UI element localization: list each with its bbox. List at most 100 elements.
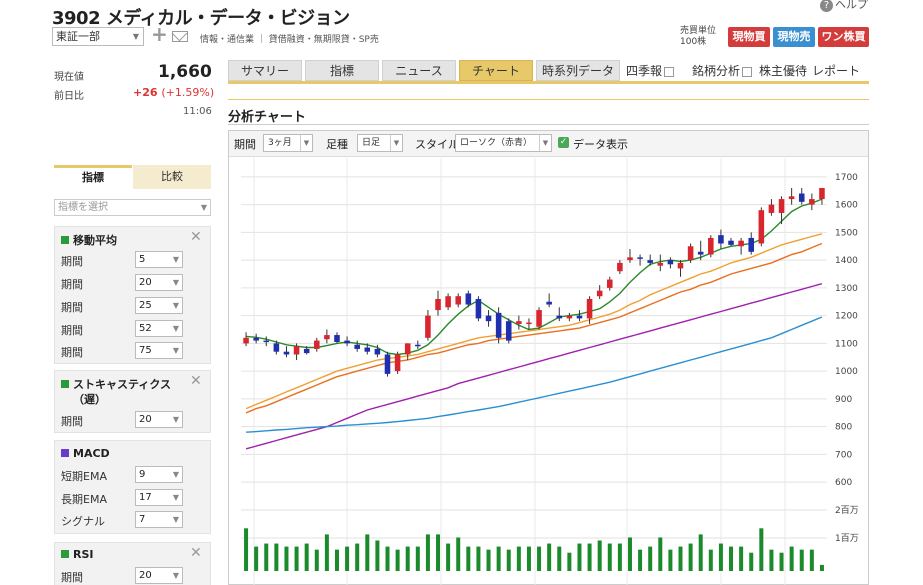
volume-grid [241, 509, 827, 539]
price-tick-label: 1000 [835, 367, 858, 377]
ma-line-20 [245, 233, 823, 410]
data-display-checkbox[interactable]: ✓ [558, 137, 569, 148]
green-square-icon [61, 550, 69, 558]
volume-bar [254, 546, 259, 571]
period-select[interactable]: 3ヶ月 ▼ [263, 134, 313, 152]
candle-body [273, 343, 280, 352]
current-price: 1,660 [158, 62, 212, 82]
candle-body [526, 322, 532, 325]
stochastics-title-text: ストキャスティクス [73, 378, 172, 391]
macd-signal-value: 7 [139, 514, 146, 525]
ma-period-select[interactable]: 52 ▼ [135, 320, 183, 337]
volume-bar [779, 552, 784, 571]
volume-bar [456, 537, 461, 571]
tab-indicators[interactable]: 指標 [305, 60, 379, 81]
help-link[interactable]: ? ヘルプ [820, 0, 868, 12]
tab-summary[interactable]: サマリー [228, 60, 302, 81]
stoch-period-select[interactable]: 20 ▼ [135, 411, 183, 428]
volume-bar [638, 549, 643, 571]
volume-bar [294, 546, 299, 571]
quote-time: 11:06 [183, 106, 212, 117]
close-icon[interactable]: ✕ [190, 545, 202, 561]
volume-bar [274, 543, 279, 571]
tab-link-analysis[interactable]: 銘柄分析 [692, 62, 753, 79]
buy-button[interactable]: 現物買 [728, 27, 770, 47]
ma-period-select[interactable]: 75 ▼ [135, 342, 183, 359]
price-tick-label: 1200 [835, 312, 858, 322]
volume-bar [244, 528, 249, 571]
tab-timeseries[interactable]: 時系列データ [536, 60, 620, 81]
volume-bar [809, 549, 814, 571]
tab-link-shikiho[interactable]: 四季報 [626, 62, 675, 79]
add-portfolio-icon[interactable]: + [151, 22, 168, 46]
tab-link-report[interactable]: レポート [812, 64, 861, 78]
volume-bar [668, 549, 673, 571]
ma-row-label: 期間 [61, 346, 83, 359]
volume-bar [264, 543, 269, 571]
one-share-buy-button[interactable]: ワン株買 [818, 27, 869, 47]
volume-bar [537, 546, 542, 571]
tab-link-yutai[interactable]: 株主優待 [759, 64, 808, 78]
mail-icon[interactable] [172, 31, 188, 42]
volume-bar [567, 552, 572, 571]
macd-long-select[interactable]: 17 ▼ [135, 489, 183, 506]
volume-bar [547, 543, 552, 571]
candle-body [516, 321, 522, 324]
indicator-placeholder: 指標を選択 [58, 202, 108, 213]
ma-period-value: 5 [139, 254, 146, 265]
volume-bar [506, 549, 511, 571]
purple-square-icon [61, 449, 69, 457]
chevron-down-icon: ▼ [172, 255, 179, 264]
candle-body [566, 315, 573, 319]
sell-button[interactable]: 現物売 [773, 27, 815, 47]
ma-row-label: 期間 [61, 301, 83, 314]
volume-bar [799, 549, 804, 571]
close-icon[interactable]: ✕ [190, 229, 202, 245]
tab-left-indicators[interactable]: 指標 [54, 165, 132, 189]
macd-box [54, 440, 211, 534]
help-label: ヘルプ [835, 0, 868, 11]
tab-news[interactable]: ニュース [382, 60, 456, 81]
volume-bar [486, 549, 491, 571]
volume-bar [355, 543, 360, 571]
price-tick-label: 1300 [835, 284, 858, 294]
candle-body [647, 260, 653, 263]
volume-bar [597, 540, 602, 571]
style-select[interactable]: ローソク（赤青） ▼ [455, 134, 552, 152]
chevron-down-icon: ▼ [539, 135, 551, 151]
ma-period-select[interactable]: 25 ▼ [135, 297, 183, 314]
market-value: 東証一部 [56, 30, 100, 43]
volume-bar [658, 537, 663, 571]
candle-body [788, 196, 795, 200]
tab-chart[interactable]: チャート [459, 60, 533, 81]
volume-tick-label: 1百万 [835, 533, 859, 544]
candle-body [667, 260, 674, 265]
tab-left-compare[interactable]: 比較 [133, 165, 211, 189]
volume-bar [688, 543, 693, 571]
candle-body [718, 235, 724, 244]
close-icon[interactable]: ✕ [190, 373, 202, 389]
change-label: 前日比 [54, 91, 84, 102]
volume-bar [476, 546, 481, 571]
volume-bar [324, 534, 329, 571]
candle-body [708, 237, 714, 255]
indicator-select[interactable]: 指標を選択 ▼ [54, 199, 211, 216]
volume-bar [648, 546, 653, 571]
candle-body [505, 321, 512, 341]
stoch-period-value: 20 [139, 414, 152, 425]
ma-period-select[interactable]: 20 ▼ [135, 274, 183, 291]
ma-period-value: 75 [139, 345, 152, 356]
chevron-down-icon: ▼ [300, 135, 312, 151]
macd-short-select[interactable]: 9 ▼ [135, 466, 183, 483]
macd-signal-select[interactable]: 7 ▼ [135, 511, 183, 528]
candle-body [606, 279, 613, 288]
ma-period-select[interactable]: 5 ▼ [135, 251, 183, 268]
candle-body [687, 246, 694, 261]
candlestick-chart[interactable]: 1700 1600 1500 1400 1300 1200 1100 1000 900 800 70… [229, 158, 867, 585]
change-percent: (+1.59%) [161, 86, 215, 99]
chevron-down-icon: ▼ [172, 278, 179, 287]
market-select[interactable]: 東証一部 ▼ [52, 27, 144, 46]
rsi-period-select[interactable]: 20 ▼ [135, 567, 183, 584]
volume-bar [617, 543, 622, 571]
bar-type-select[interactable]: 日足 ▼ [357, 134, 403, 152]
